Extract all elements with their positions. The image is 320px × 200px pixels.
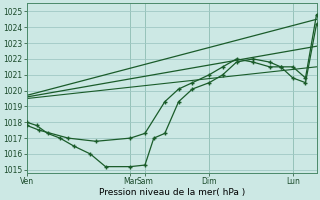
- X-axis label: Pression niveau de la mer( hPa ): Pression niveau de la mer( hPa ): [99, 188, 245, 197]
